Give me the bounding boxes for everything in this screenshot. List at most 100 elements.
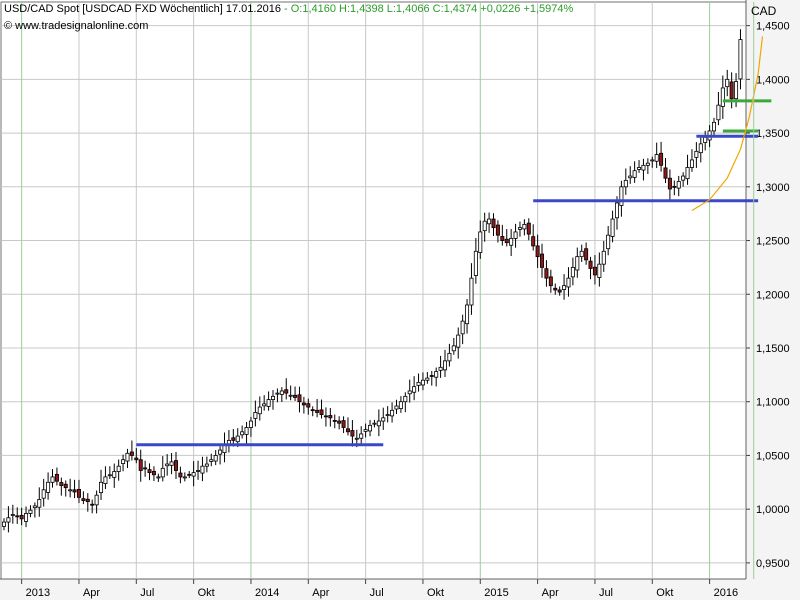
candle-body bbox=[725, 78, 730, 88]
candle-body bbox=[465, 304, 470, 325]
candle-body bbox=[6, 517, 11, 523]
candle-body bbox=[557, 289, 562, 293]
candle-body bbox=[81, 498, 86, 501]
candle-body bbox=[614, 202, 619, 219]
candle-body bbox=[301, 402, 306, 406]
candle-body bbox=[429, 375, 434, 377]
candle-body bbox=[491, 218, 496, 229]
candle-body bbox=[385, 414, 390, 417]
currency-label: CAD bbox=[751, 4, 777, 18]
copyright-icon: © bbox=[4, 20, 13, 32]
candle-body bbox=[447, 352, 452, 362]
candle-body bbox=[729, 81, 734, 100]
candle-body bbox=[522, 224, 527, 230]
candle-body bbox=[138, 459, 143, 471]
candle-body bbox=[517, 227, 522, 230]
candle-body bbox=[46, 481, 51, 493]
candle-body bbox=[271, 395, 276, 400]
candle-body bbox=[284, 389, 289, 394]
candle-body bbox=[566, 277, 571, 288]
candle-body bbox=[394, 405, 399, 410]
candle-body bbox=[332, 420, 337, 422]
candle-body bbox=[257, 406, 262, 415]
candle-body bbox=[381, 417, 386, 422]
candle-body bbox=[310, 409, 315, 412]
y-tick-label: 1,3000 bbox=[756, 182, 790, 194]
candle-body bbox=[63, 483, 68, 489]
candle-body bbox=[659, 152, 664, 166]
candle-body bbox=[354, 437, 359, 440]
candle-body bbox=[178, 472, 183, 478]
candle-body bbox=[143, 467, 148, 470]
candle-body bbox=[570, 266, 575, 278]
candle-body bbox=[187, 473, 192, 476]
x-tick-label: Okt bbox=[198, 587, 215, 599]
candle-body bbox=[368, 424, 373, 432]
candle-body bbox=[456, 334, 461, 348]
candle-body bbox=[482, 220, 487, 232]
candle-body bbox=[315, 409, 320, 413]
candle-body bbox=[628, 175, 633, 179]
candle-body bbox=[403, 395, 408, 403]
candle-body bbox=[500, 236, 505, 241]
candle-body bbox=[487, 218, 492, 225]
candle-body bbox=[610, 218, 615, 237]
candle-body bbox=[147, 469, 152, 474]
candle-body bbox=[689, 159, 694, 168]
candle-body bbox=[94, 494, 99, 506]
candle-body bbox=[531, 236, 536, 247]
candle-body bbox=[112, 471, 117, 478]
candle-body bbox=[544, 268, 549, 279]
x-tick-label: 2015 bbox=[484, 587, 508, 599]
candle-body bbox=[416, 381, 421, 386]
candle-body bbox=[716, 104, 721, 121]
candle-body bbox=[526, 222, 531, 235]
candle-body bbox=[504, 238, 509, 244]
x-tick-label: Okt bbox=[427, 587, 444, 599]
candle-body bbox=[15, 515, 20, 518]
candle-body bbox=[420, 379, 425, 386]
candle-body bbox=[213, 455, 218, 462]
y-tick-label: 1,2500 bbox=[756, 236, 790, 248]
candle-body bbox=[738, 39, 743, 80]
candle-body bbox=[451, 345, 456, 352]
candle-body bbox=[650, 159, 655, 162]
candle-body bbox=[72, 489, 77, 493]
candle-body bbox=[218, 449, 223, 455]
candle-body bbox=[654, 154, 659, 162]
candle-body bbox=[425, 377, 430, 381]
candle-body bbox=[390, 409, 395, 417]
candle-body bbox=[37, 499, 42, 508]
candle-body bbox=[575, 256, 580, 271]
x-tick-label: Apr bbox=[542, 587, 559, 599]
candle-body bbox=[240, 431, 245, 436]
candle-body bbox=[407, 390, 412, 395]
candle-body bbox=[548, 276, 553, 287]
candle-body bbox=[540, 253, 545, 268]
candle-body bbox=[165, 463, 170, 467]
candle-body bbox=[19, 514, 24, 520]
candle-body bbox=[156, 476, 161, 479]
candle-body bbox=[50, 476, 55, 483]
candle-body bbox=[191, 472, 196, 477]
candle-body bbox=[41, 489, 46, 499]
source-label: © www.tradesignalonline.com bbox=[4, 20, 148, 32]
candle-body bbox=[204, 463, 209, 467]
x-tick-label: 2013 bbox=[26, 587, 50, 599]
candle-body bbox=[376, 420, 381, 427]
x-axis-panel bbox=[0, 579, 746, 600]
candle-body bbox=[720, 87, 725, 107]
candle-body bbox=[235, 435, 240, 443]
candle-body bbox=[363, 429, 368, 432]
candle-body bbox=[641, 164, 646, 171]
y-tick-label: 1,4000 bbox=[756, 74, 790, 86]
candle-body bbox=[601, 250, 606, 265]
candle-body bbox=[169, 461, 174, 466]
candle-body bbox=[244, 427, 249, 435]
candle-body bbox=[473, 250, 478, 276]
candle-body bbox=[99, 481, 104, 494]
candle-body bbox=[698, 143, 703, 154]
candle-body bbox=[509, 237, 514, 246]
candle-body bbox=[253, 412, 258, 419]
